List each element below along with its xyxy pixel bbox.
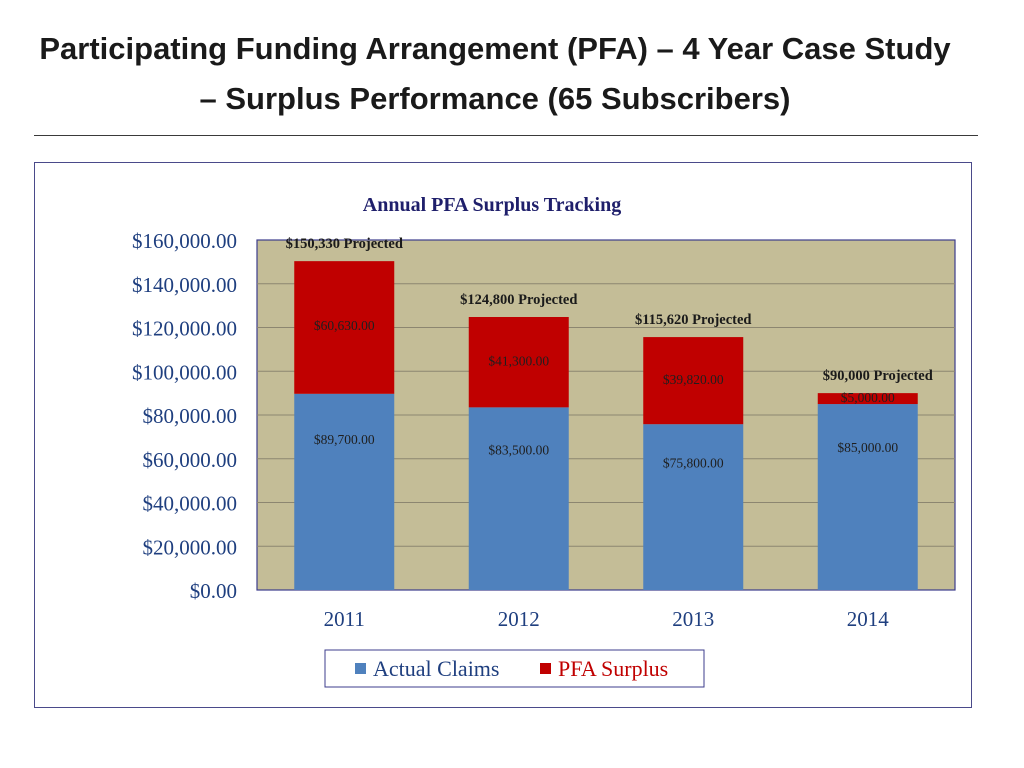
bar-pfa-surplus-2011: [294, 261, 395, 394]
data-label-pfa-surplus-2012: $41,300.00: [488, 353, 549, 368]
chart-title: Annual PFA Surplus Tracking: [363, 194, 621, 216]
legend-swatch-pfa-surplus: [540, 663, 551, 674]
bar-pfa-surplus-2014: [817, 393, 918, 405]
x-tick-label-2014: 2014: [847, 607, 890, 631]
projected-label-2013: $115,620 Projected: [635, 312, 752, 328]
bar-actual-claims-2013: [643, 424, 744, 590]
y-tick-label: $120,000.00: [132, 317, 237, 341]
legend-box: [324, 649, 705, 688]
y-tick-label: $60,000.00: [143, 448, 238, 472]
bar-pfa-surplus-2012: [468, 317, 569, 408]
x-tick-label-2012: 2012: [498, 607, 540, 631]
data-label-pfa-surplus-2011: $60,630.00: [314, 318, 375, 333]
legend-swatch-actual-claims: [355, 663, 366, 674]
bars: [294, 261, 918, 590]
y-tick-label: $0.00: [190, 579, 237, 603]
data-label-actual-claims-2013: $75,800.00: [663, 455, 724, 470]
title-divider: [34, 135, 978, 136]
y-tick-label: $40,000.00: [143, 492, 238, 516]
x-axis: 2011 2012 2013 2014: [324, 607, 890, 631]
data-label-actual-claims-2011: $89,700.00: [314, 432, 375, 447]
stacked-bar-chart: Annual PFA Surplus Tracking $0.00 $20,000…: [132, 194, 956, 688]
slide-title: Participating Funding Arrangement (PFA) …: [39, 31, 951, 116]
y-tick-label: $20,000.00: [143, 535, 238, 559]
x-tick-label-2011: 2011: [324, 607, 365, 631]
data-label-actual-claims-2012: $83,500.00: [488, 442, 549, 457]
projected-label-2012: $124,800 Projected: [460, 292, 577, 308]
y-tick-label: $80,000.00: [143, 404, 238, 428]
data-label-pfa-surplus-2013: $39,820.00: [663, 372, 724, 387]
bar-pfa-surplus-2013: [643, 337, 744, 425]
projected-label-2014: $90,000 Projected: [823, 368, 933, 384]
bar-actual-claims-2011: [294, 393, 395, 590]
chart-frame: Annual PFA Surplus Tracking $0.00 $20,000…: [34, 162, 972, 708]
legend-label-actual-claims: Actual Claims: [373, 656, 499, 681]
y-tick-label: $140,000.00: [132, 273, 237, 297]
legend: Actual Claims PFA Surplus: [324, 649, 705, 688]
bar-actual-claims-2012: [468, 407, 569, 590]
y-axis: $0.00 $20,000.00 $40,000.00 $60,000.00 $80,0…: [132, 229, 237, 603]
data-labels: $89,700.00 $60,630.00 $150,330 Projected $8…: [286, 236, 933, 470]
data-label-actual-claims-2014: $85,000.00: [837, 440, 898, 455]
data-label-pfa-surplus-2014: $5,000.00: [841, 390, 895, 405]
bar-actual-claims-2014: [817, 404, 918, 590]
y-tick-label: $160,000.00: [132, 229, 237, 253]
projected-label-2011: $150,330 Projected: [286, 236, 403, 252]
x-tick-label-2013: 2013: [672, 607, 714, 631]
legend-label-pfa-surplus: PFA Surplus: [558, 656, 668, 681]
y-tick-label: $100,000.00: [132, 360, 237, 384]
